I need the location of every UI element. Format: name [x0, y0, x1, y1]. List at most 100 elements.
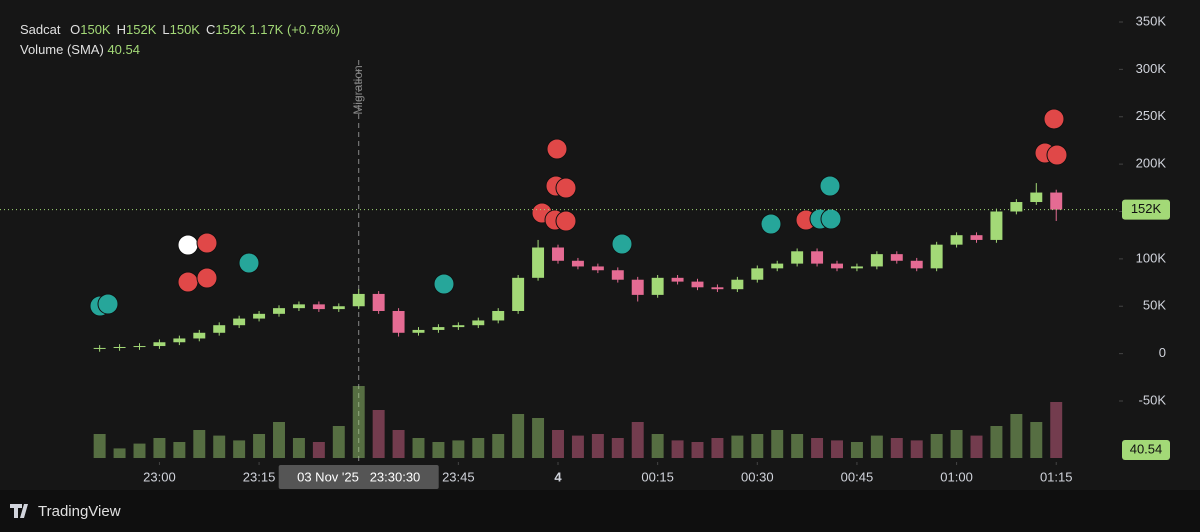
x-tick-label: 4 [554, 469, 562, 484]
candle-body [1010, 202, 1023, 212]
candle-body [791, 251, 804, 264]
volume-bar [731, 435, 744, 458]
volume-bar [233, 440, 246, 458]
volume-bar [292, 438, 305, 458]
candle-body [173, 338, 186, 343]
marker [238, 252, 260, 274]
volume-bar [611, 438, 624, 458]
volume-bar [651, 434, 664, 458]
volume-bar [213, 435, 226, 458]
marker [433, 273, 455, 295]
marker [177, 271, 199, 293]
indicator-value: 40.54 [107, 42, 140, 57]
y-tick-label: 0 [1159, 345, 1166, 360]
volume-bar [791, 434, 804, 458]
footer-bar [0, 490, 1200, 532]
y-tick-label: 250K [1136, 108, 1167, 123]
crosshair-box [278, 465, 439, 489]
candle-body [532, 247, 545, 278]
candle-body [452, 325, 465, 328]
candle-body [1050, 192, 1063, 210]
x-tick-label: 23:00 [143, 469, 176, 484]
candle-body [213, 325, 226, 333]
candle-body [432, 327, 445, 330]
change: 1.17K (+0.78%) [249, 22, 341, 37]
volume-bar [930, 434, 943, 458]
volume-bar [273, 422, 285, 458]
volume-bar [870, 435, 883, 458]
field-value: 150K [169, 22, 200, 37]
x-tick-label: 23:15 [243, 469, 276, 484]
volume-bar [831, 440, 843, 458]
candle-body [671, 277, 684, 282]
legend-header: Sadcat O150K H152K L150K C152K 1.17K (+0.78… [20, 20, 340, 60]
volume-bar [890, 438, 903, 458]
volume-bar [990, 426, 1003, 458]
candle-body [771, 263, 784, 269]
volume-bar [1050, 402, 1063, 458]
candle-body [492, 310, 505, 321]
indicator: Volume (SMA) [20, 42, 104, 57]
symbol: Sadcat [20, 22, 61, 37]
y-tick-label: 300K [1136, 61, 1167, 76]
marker [611, 233, 633, 255]
candle-body [352, 293, 365, 307]
volume-bar [552, 430, 564, 458]
candle-body [292, 304, 305, 309]
volume-bar [193, 430, 206, 458]
candle-body [372, 293, 385, 311]
volume-bar [133, 443, 146, 458]
candle-body [332, 306, 345, 310]
volume-bar [771, 430, 784, 458]
price-legend: Sadcat O150K H152K L150K C152K 1.17K (+0.78… [20, 20, 340, 40]
candle-body [751, 268, 764, 280]
volume-bar [412, 438, 425, 458]
candle-body [113, 346, 126, 348]
field-value: 152K [215, 22, 246, 37]
marker [819, 175, 841, 197]
volume-bar [691, 442, 704, 458]
candle-body [233, 318, 246, 326]
volume-bar [850, 442, 863, 458]
volume-bar [751, 434, 764, 458]
field-value: 150K [80, 22, 111, 37]
last-price-box [1122, 199, 1170, 220]
volume-bar [93, 434, 106, 458]
candle-body [611, 270, 624, 280]
volume-bar [492, 434, 505, 458]
volume-bar [970, 435, 983, 458]
marker [97, 293, 119, 315]
volume-bar [153, 438, 166, 458]
candle-body [312, 304, 325, 310]
candle-body [412, 329, 425, 333]
volume-sma-label: 40.54 [1130, 441, 1163, 456]
volume-sma-box [1122, 440, 1170, 460]
x-tick-label: 00:45 [841, 469, 874, 484]
candle-body [651, 277, 664, 295]
trade-markers [89, 108, 1068, 317]
volume-bar [512, 414, 525, 458]
candle-body [552, 247, 564, 261]
field-label: C [205, 22, 216, 37]
candle-body [930, 244, 943, 269]
ohlc-fields: O150K H152K L150K C152K [64, 22, 246, 37]
candle-body [711, 287, 724, 290]
candle-body [831, 263, 843, 269]
brand-logo [10, 504, 28, 518]
y-tick-label: 100K [1136, 250, 1167, 265]
marker [196, 267, 218, 289]
candle-body [811, 251, 824, 264]
volume-bar [671, 440, 684, 458]
marker [820, 208, 842, 230]
x-tick-label: 00:30 [741, 469, 774, 484]
volume-bar [472, 438, 485, 458]
candle-body [970, 235, 983, 240]
volume-bar [253, 434, 266, 458]
volume-bar [173, 442, 186, 458]
volume-bar [452, 440, 465, 458]
volume-bar [392, 430, 405, 458]
volume-bar [711, 438, 724, 458]
migration-label: Migration [351, 65, 365, 114]
candle-body [153, 342, 166, 347]
